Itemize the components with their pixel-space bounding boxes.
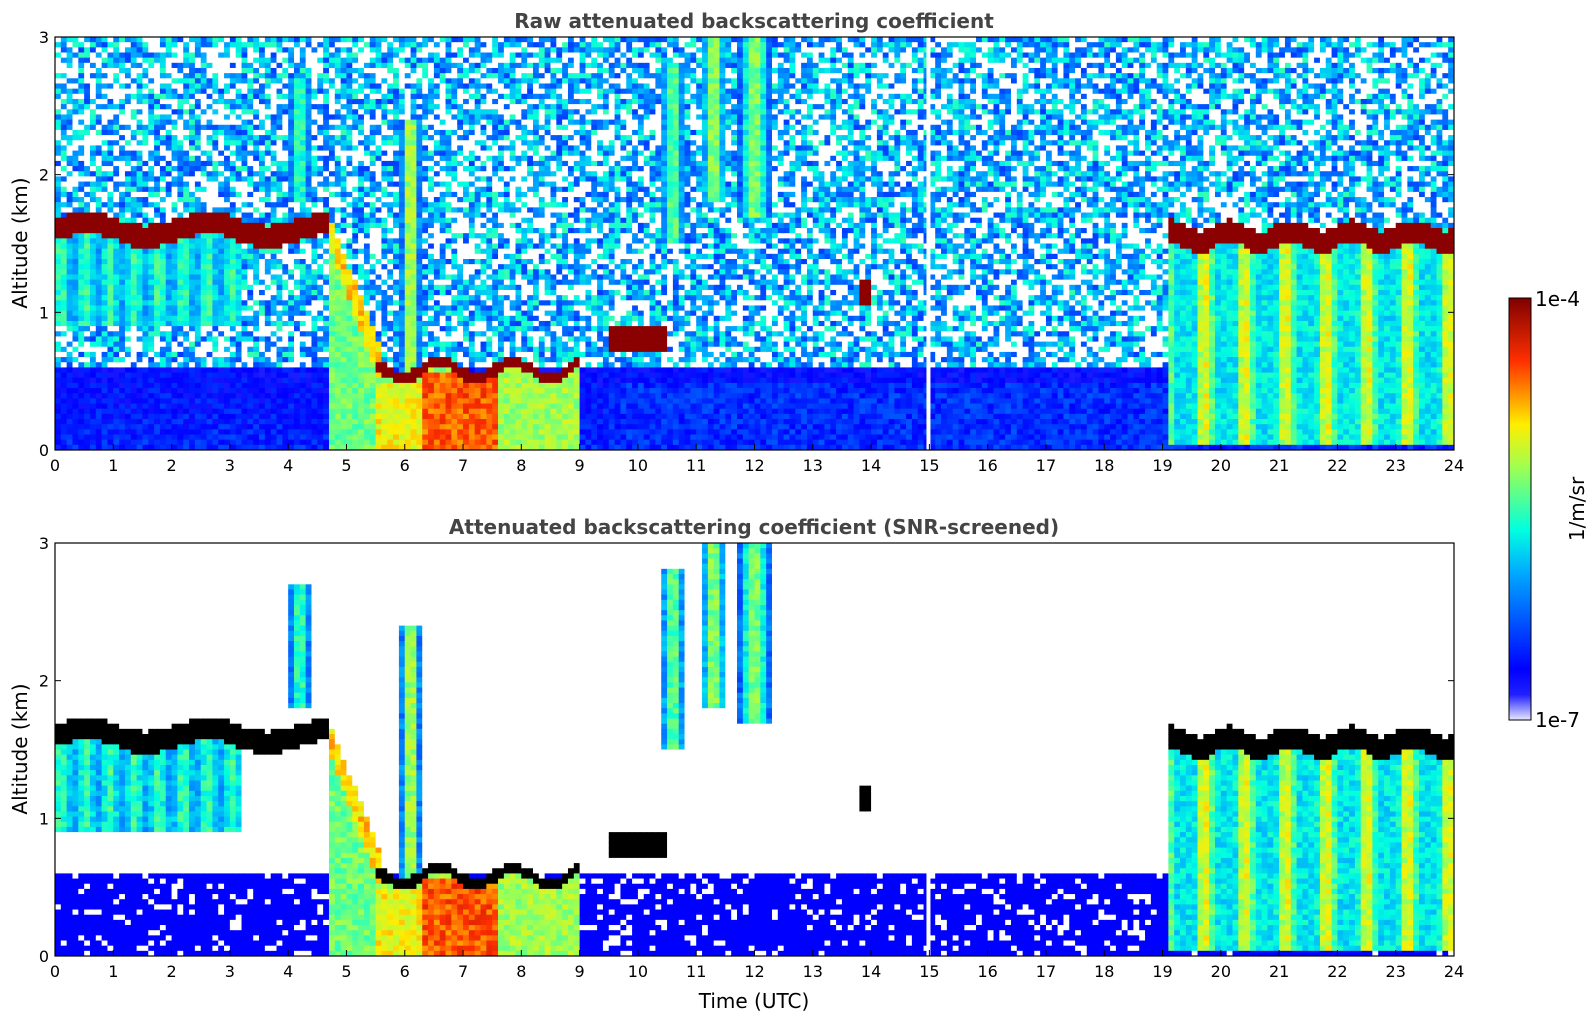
y-tick-label: 1: [39, 809, 49, 828]
y-tick-label: 2: [39, 166, 49, 185]
y-ticks-2: 0 1 2 3: [39, 534, 1454, 966]
x-tick-label: 2: [166, 962, 176, 981]
x-tick-label: 14: [861, 962, 881, 981]
x-tick-label: 0: [50, 962, 60, 981]
heatmap-screened: [55, 543, 1454, 956]
colorbar-max-label: 1e-4: [1535, 287, 1580, 311]
colorbar: 1e-4 1e-7 1/m/sr: [1508, 287, 1589, 732]
x-tick-label: 8: [516, 962, 526, 981]
x-tick-label: 3: [225, 962, 235, 981]
x-tick-label: 24: [1444, 962, 1464, 981]
x-tick-label: 12: [744, 456, 764, 475]
x-tick-label: 7: [458, 962, 468, 981]
x-tick-label: 9: [575, 962, 585, 981]
data-gap: [926, 543, 931, 956]
colorbar-gradient: [1508, 297, 1532, 721]
y-tick-label: 3: [39, 28, 49, 47]
x-tick-label: 19: [1152, 962, 1172, 981]
x-tick-label: 17: [1036, 456, 1056, 475]
x-tick-label: 20: [1211, 456, 1231, 475]
y-tick-label: 2: [39, 672, 49, 691]
x-tick-label: 11: [686, 962, 706, 981]
y-axis-label-2: Altitude (km): [8, 683, 32, 814]
x-tick-label: 18: [1094, 456, 1114, 475]
x-tick-label: 23: [1386, 456, 1406, 475]
panel-screened: Attenuated backscattering coefficient (S…: [8, 515, 1464, 1013]
x-tick-label: 12: [744, 962, 764, 981]
x-tick-label: 2: [166, 456, 176, 475]
x-tick-label: 6: [400, 456, 410, 475]
x-tick-label: 1: [108, 456, 118, 475]
x-tick-label: 13: [803, 456, 823, 475]
y-tick-label: 0: [39, 441, 49, 460]
x-tick-label: 21: [1269, 456, 1289, 475]
x-tick-label: 16: [977, 962, 997, 981]
x-tick-label: 8: [516, 456, 526, 475]
x-tick-label: 10: [628, 456, 648, 475]
data-gap: [926, 37, 931, 450]
x-tick-label: 13: [803, 962, 823, 981]
x-tick-label: 18: [1094, 962, 1114, 981]
x-ticks-2: 0 1 2 3 4 5 6 7 8 9 10 11 12 13 14 15 16 17 18 19 20 21 22 23 24: [50, 950, 1464, 981]
x-tick-label: 24: [1444, 456, 1464, 475]
x-ticks-1: 0 1 2 3 4 5 6 7 8 9 10 11 12 13 14 15 16 17 18 19 20 21 22 23 24: [50, 444, 1464, 475]
x-tick-label: 19: [1152, 456, 1172, 475]
x-tick-label: 7: [458, 456, 468, 475]
x-tick-label: 6: [400, 962, 410, 981]
x-tick-label: 9: [575, 456, 585, 475]
x-tick-label: 0: [50, 456, 60, 475]
y-tick-label: 1: [39, 303, 49, 322]
y-tick-label: 0: [39, 947, 49, 966]
x-tick-label: 15: [919, 456, 939, 475]
x-tick-label: 21: [1269, 962, 1289, 981]
x-tick-label: 4: [283, 962, 293, 981]
x-tick-label: 16: [977, 456, 997, 475]
panel-1-title: Raw attenuated backscattering coefficien…: [514, 9, 994, 33]
x-axis-label: Time (UTC): [698, 989, 810, 1013]
x-tick-label: 5: [341, 962, 351, 981]
x-tick-label: 3: [225, 456, 235, 475]
x-tick-label: 10: [628, 962, 648, 981]
y-tick-label: 3: [39, 534, 49, 553]
x-tick-label: 14: [861, 456, 881, 475]
y-ticks-1: 0 1 2 3: [39, 28, 1454, 460]
colorbar-unit-label: 1/m/sr: [1565, 476, 1589, 541]
x-tick-label: 1: [108, 962, 118, 981]
x-tick-label: 4: [283, 456, 293, 475]
x-tick-label: 15: [919, 962, 939, 981]
heatmap-raw: [55, 37, 1454, 450]
x-tick-label: 22: [1327, 456, 1347, 475]
panel-raw: Raw attenuated backscattering coefficien…: [8, 9, 1464, 475]
x-tick-label: 17: [1036, 962, 1056, 981]
colorbar-min-label: 1e-7: [1535, 708, 1580, 732]
y-axis-label-1: Altitude (km): [8, 177, 32, 308]
x-tick-label: 23: [1386, 962, 1406, 981]
x-tick-label: 20: [1211, 962, 1231, 981]
x-tick-label: 5: [341, 456, 351, 475]
panel-2-title: Attenuated backscattering coefficient (S…: [449, 515, 1059, 539]
x-tick-label: 22: [1327, 962, 1347, 981]
x-tick-label: 11: [686, 456, 706, 475]
